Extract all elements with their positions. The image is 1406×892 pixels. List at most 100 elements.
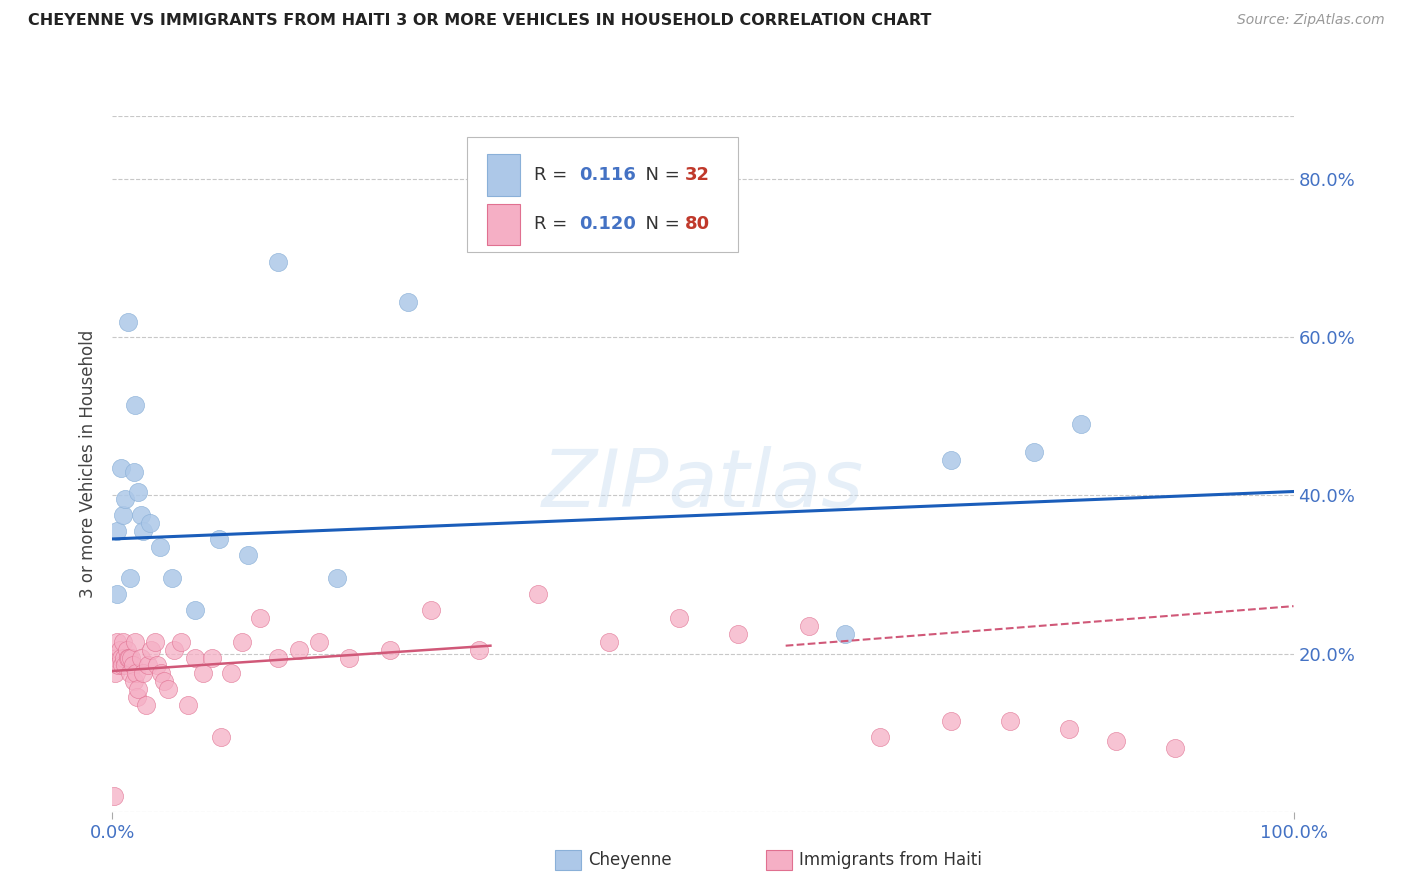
Point	[146, 658, 169, 673]
Y-axis label: 3 or more Vehicles in Household: 3 or more Vehicles in Household	[79, 330, 97, 598]
Point	[170, 634, 193, 648]
Point	[598, 634, 620, 648]
Point	[129, 508, 152, 523]
Point	[125, 666, 148, 681]
Point	[105, 524, 128, 538]
Point	[939, 453, 962, 467]
Point	[1070, 417, 1092, 432]
Point	[105, 650, 128, 665]
Point	[132, 524, 155, 538]
Point	[939, 714, 962, 728]
Text: N =: N =	[634, 216, 686, 234]
Point	[103, 789, 125, 803]
FancyBboxPatch shape	[486, 154, 520, 195]
Point	[135, 698, 157, 712]
Text: 32: 32	[685, 166, 710, 184]
Point	[177, 698, 200, 712]
Point	[526, 587, 548, 601]
Point	[107, 658, 129, 673]
Point	[160, 572, 183, 586]
Point	[149, 666, 172, 681]
Text: N =: N =	[634, 166, 686, 184]
Point	[117, 314, 139, 328]
Point	[184, 650, 207, 665]
Point	[105, 587, 128, 601]
Point	[115, 642, 138, 657]
Point	[112, 650, 135, 665]
Point	[120, 650, 142, 665]
Point	[834, 627, 856, 641]
Point	[208, 532, 231, 546]
Point	[120, 572, 142, 586]
Text: CHEYENNE VS IMMIGRANTS FROM HAITI 3 OR MORE VEHICLES IN HOUSEHOLD CORRELATION CH: CHEYENNE VS IMMIGRANTS FROM HAITI 3 OR M…	[28, 13, 932, 29]
Text: Cheyenne: Cheyenne	[588, 851, 671, 869]
Point	[467, 642, 489, 657]
Point	[122, 674, 145, 689]
Point	[114, 492, 136, 507]
Point	[104, 666, 127, 681]
Point	[127, 690, 149, 704]
Point	[727, 627, 749, 641]
Point	[308, 634, 330, 648]
Point	[1105, 733, 1128, 747]
Point	[127, 484, 149, 499]
Point	[120, 666, 142, 681]
Point	[124, 634, 146, 648]
Point	[420, 603, 443, 617]
Point	[143, 634, 166, 648]
Point	[121, 658, 143, 673]
Point	[1164, 741, 1187, 756]
FancyBboxPatch shape	[467, 136, 738, 252]
Point	[184, 603, 207, 617]
Point	[153, 674, 176, 689]
Point	[396, 294, 419, 309]
Point	[337, 650, 360, 665]
Point	[132, 666, 155, 681]
Text: Immigrants from Haiti: Immigrants from Haiti	[799, 851, 981, 869]
Text: 0.120: 0.120	[579, 216, 636, 234]
Text: 0.116: 0.116	[579, 166, 636, 184]
Text: ZIPatlas: ZIPatlas	[541, 446, 865, 524]
Text: R =: R =	[534, 166, 574, 184]
Text: Source: ZipAtlas.com: Source: ZipAtlas.com	[1237, 13, 1385, 28]
Point	[139, 516, 162, 530]
Point	[326, 572, 349, 586]
Point	[219, 666, 242, 681]
Point	[112, 634, 135, 648]
Point	[201, 650, 224, 665]
Point	[149, 540, 172, 554]
Point	[141, 642, 163, 657]
Point	[193, 666, 215, 681]
Point	[110, 650, 132, 665]
Point	[668, 611, 690, 625]
Point	[117, 650, 139, 665]
Point	[799, 619, 821, 633]
Point	[124, 398, 146, 412]
Text: R =: R =	[534, 216, 574, 234]
Text: 80: 80	[685, 216, 710, 234]
Point	[118, 650, 141, 665]
Point	[1057, 722, 1080, 736]
Point	[267, 650, 290, 665]
FancyBboxPatch shape	[486, 203, 520, 245]
Point	[122, 465, 145, 479]
Point	[163, 642, 186, 657]
Point	[111, 658, 134, 673]
Point	[129, 650, 152, 665]
Point	[209, 730, 232, 744]
Point	[378, 642, 401, 657]
Point	[249, 611, 271, 625]
Point	[869, 730, 891, 744]
Point	[110, 460, 132, 475]
Point	[105, 634, 128, 648]
Point	[238, 548, 260, 562]
Point	[112, 508, 135, 523]
Point	[231, 634, 253, 648]
Point	[114, 658, 136, 673]
Point	[1022, 445, 1045, 459]
Point	[267, 255, 290, 269]
Point	[288, 642, 311, 657]
Point	[108, 642, 131, 657]
Point	[156, 682, 179, 697]
Point	[136, 658, 159, 673]
